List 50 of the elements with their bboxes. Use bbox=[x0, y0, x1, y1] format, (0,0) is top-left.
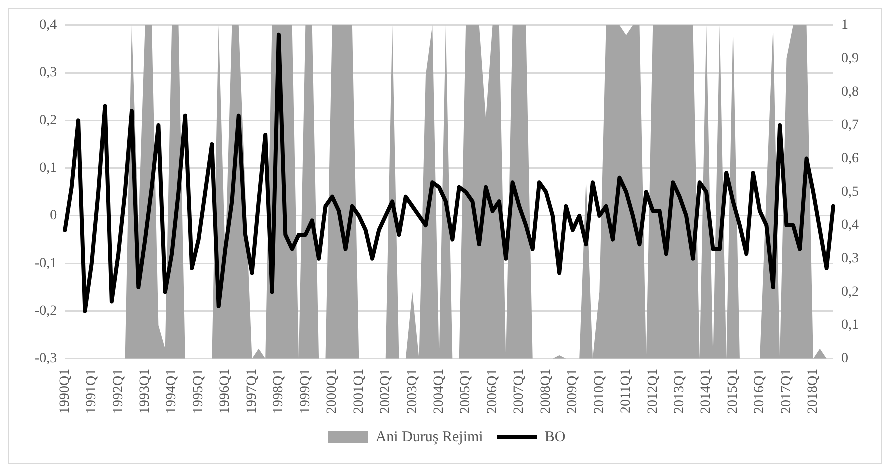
y-tick-label: -0,1 bbox=[34, 256, 58, 272]
y-tick-label: -0,2 bbox=[34, 304, 58, 319]
y2-tick-label: 0,9 bbox=[842, 51, 859, 66]
y2-tick-label: 0,2 bbox=[842, 284, 859, 300]
y2-tick-label: 1 bbox=[842, 18, 848, 34]
x-tick-label: 2006Q1 bbox=[485, 368, 500, 414]
x-tick-label: 2016Q1 bbox=[752, 368, 768, 414]
x-tick-label: 1996Q1 bbox=[218, 368, 234, 414]
y2-tick-label: 0,6 bbox=[842, 151, 859, 166]
y2-tick-label: 0,3 bbox=[842, 252, 859, 267]
x-tick-label: 1993Q1 bbox=[138, 368, 154, 414]
x-tick-label: 2014Q1 bbox=[699, 368, 714, 414]
y2-tick-label: 0,8 bbox=[842, 84, 859, 100]
x-tick-label: 1990Q1 bbox=[58, 368, 73, 414]
x-tick-label: 2010Q1 bbox=[592, 368, 608, 414]
y-tick-label: 0,2 bbox=[40, 113, 58, 128]
y2-tick-label: 0 bbox=[842, 352, 848, 367]
y2-tick-label: 0,5 bbox=[842, 184, 859, 200]
x-tick-label: 1991Q1 bbox=[84, 368, 100, 414]
x-tick-label: 2005Q1 bbox=[458, 368, 474, 414]
x-tick-label: 2008Q1 bbox=[538, 368, 554, 414]
x-tick-label: 1997Q1 bbox=[244, 368, 260, 414]
legend-label: Ani Duruş Rejimi bbox=[376, 429, 484, 446]
x-tick-label: 2007Q1 bbox=[512, 368, 528, 414]
x-tick-label: 1995Q1 bbox=[191, 368, 206, 414]
y-tick-label: 0,4 bbox=[40, 18, 58, 34]
x-tick-label: 1998Q1 bbox=[272, 368, 287, 414]
x-tick-label: 2003Q1 bbox=[405, 368, 420, 414]
x-tick-label: 2015Q1 bbox=[726, 368, 741, 414]
x-tick-label: 2017Q1 bbox=[779, 368, 794, 414]
x-tick-label: 2004Q1 bbox=[432, 368, 447, 414]
x-tick-label: 2013Q1 bbox=[672, 368, 688, 414]
y2-tick-label: 0,7 bbox=[842, 118, 859, 134]
x-tick-label: 2001Q1 bbox=[352, 368, 367, 414]
y-tick-label: 0 bbox=[50, 208, 58, 224]
x-tick-label: 1999Q1 bbox=[298, 368, 314, 414]
x-tick-label: 2002Q1 bbox=[378, 368, 394, 414]
legend-label: BO bbox=[544, 429, 566, 446]
x-tick-label: 1994Q1 bbox=[164, 368, 180, 414]
x-tick-label: 1992Q1 bbox=[111, 368, 126, 414]
y-tick-label: 0,3 bbox=[40, 66, 58, 81]
x-tick-label: 2009Q1 bbox=[566, 368, 581, 414]
x-tick-label: 2011Q1 bbox=[619, 368, 634, 414]
x-tick-label: 2000Q1 bbox=[325, 368, 340, 414]
y2-tick-label: 0,1 bbox=[842, 318, 859, 334]
x-tick-label: 2012Q1 bbox=[646, 368, 661, 414]
x-tick-label: 2018Q1 bbox=[806, 368, 822, 414]
y2-tick-label: 0,4 bbox=[842, 218, 859, 234]
y-tick-label: -0,3 bbox=[34, 352, 58, 367]
y-tick-label: 0,1 bbox=[40, 160, 58, 176]
